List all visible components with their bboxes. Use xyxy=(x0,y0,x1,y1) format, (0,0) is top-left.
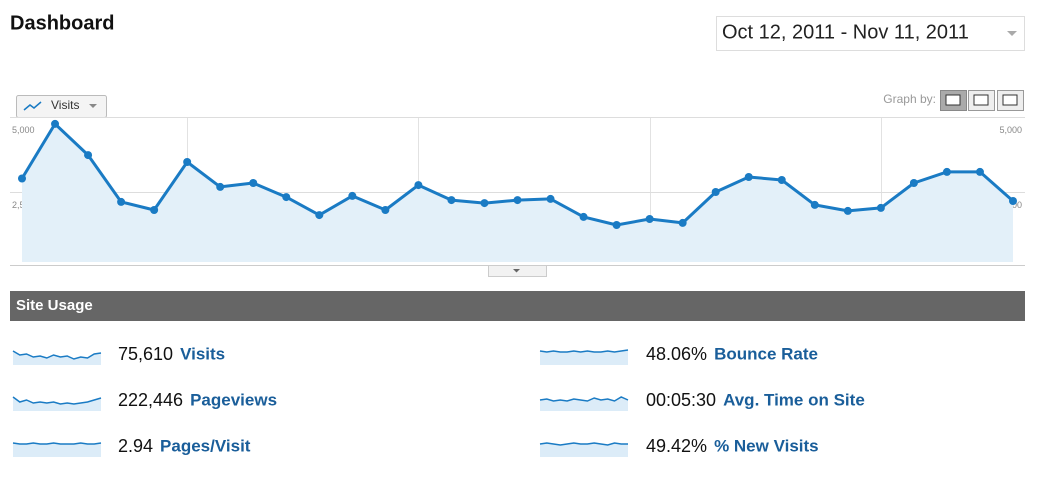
icon xyxy=(973,94,989,106)
icon xyxy=(1002,94,1018,106)
sparkline-area xyxy=(540,443,628,457)
point[interactable] xyxy=(117,197,126,206)
metric-icon xyxy=(23,101,42,111)
metric-value: 222,446 xyxy=(118,390,183,410)
sparkline xyxy=(539,442,628,446)
point[interactable] xyxy=(480,199,489,208)
point[interactable] xyxy=(315,211,324,220)
point[interactable] xyxy=(249,179,258,187)
point[interactable] xyxy=(348,191,357,200)
point[interactable] xyxy=(84,151,93,160)
metric-label[interactable]: Pages/Visit xyxy=(160,436,251,455)
point[interactable] xyxy=(876,203,885,212)
point[interactable] xyxy=(579,212,588,221)
point[interactable] xyxy=(1009,197,1017,205)
page-title: Dashboard xyxy=(10,12,114,34)
point[interactable] xyxy=(18,174,26,183)
sparkline xyxy=(12,350,102,360)
button-arrow xyxy=(89,104,97,108)
point[interactable] xyxy=(150,206,159,214)
point[interactable] xyxy=(381,206,390,214)
point[interactable] xyxy=(678,218,687,227)
point[interactable] xyxy=(447,196,456,205)
metric-value: 48.06% xyxy=(646,344,707,364)
point[interactable] xyxy=(282,193,291,202)
date-range: Oct 12, 2011 - Nov 11, 2011 xyxy=(722,21,969,43)
point[interactable] xyxy=(183,158,192,166)
point[interactable] xyxy=(645,215,654,223)
point[interactable] xyxy=(777,176,786,184)
point[interactable] xyxy=(744,173,753,181)
section-title: Site Usage xyxy=(16,297,93,314)
sparkline xyxy=(12,396,102,405)
sparkline-area xyxy=(540,397,628,411)
dropdown-arrow xyxy=(1007,31,1017,36)
metric-label[interactable]: % New Visits xyxy=(714,436,819,455)
point[interactable] xyxy=(546,194,555,203)
sparkline-area xyxy=(540,350,628,365)
metrics: 75,610 Visits 48.06% Bounce Rate 222,446 Page… xyxy=(12,344,865,457)
point[interactable] xyxy=(216,182,225,191)
icon xyxy=(945,94,961,106)
metric-value: 75,610 xyxy=(118,344,173,364)
sparkline xyxy=(539,396,629,402)
point[interactable] xyxy=(810,200,819,209)
collapse-arrow xyxy=(513,269,520,273)
metric-label[interactable]: Bounce Rate xyxy=(714,344,818,363)
metric-value: 00:05:30 xyxy=(646,390,716,410)
section-bar xyxy=(10,291,1025,321)
point[interactable] xyxy=(975,167,984,176)
y-tick-label: 5,000 xyxy=(999,125,1022,135)
y-tick-label: 5,000 xyxy=(12,125,35,135)
metric-label[interactable]: Visits xyxy=(180,344,225,363)
metric-value: 2.94 xyxy=(118,436,153,456)
point[interactable] xyxy=(51,119,60,128)
plot: Oct 17Oct 24Oct 31Nov 72,5002,5005,0005,… xyxy=(10,117,1025,263)
graph-by-label: Graph by: xyxy=(883,92,936,106)
metric-button-label: Visits xyxy=(51,98,79,112)
date-range-picker[interactable] xyxy=(716,16,1025,51)
point[interactable] xyxy=(909,179,918,187)
metric-label[interactable]: Avg. Time on Site xyxy=(723,390,865,409)
sparkline xyxy=(12,442,102,445)
metric-label[interactable]: Pageviews xyxy=(190,390,277,409)
point[interactable] xyxy=(612,221,621,229)
point[interactable] xyxy=(843,206,852,215)
sparkline xyxy=(539,349,629,353)
metric-value: 49.42% xyxy=(646,436,707,456)
point[interactable] xyxy=(942,167,951,176)
point[interactable] xyxy=(414,181,423,190)
sparkline-area xyxy=(13,397,101,411)
sparkline-area xyxy=(13,351,101,365)
area xyxy=(22,123,1013,263)
point[interactable] xyxy=(711,188,720,196)
sparkline-area xyxy=(13,443,101,457)
point[interactable] xyxy=(513,196,522,205)
